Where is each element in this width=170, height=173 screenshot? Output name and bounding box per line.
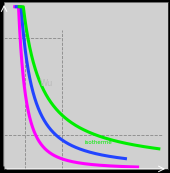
Text: isotherme: isotherme bbox=[84, 140, 112, 145]
Text: Wu: Wu bbox=[40, 79, 53, 88]
